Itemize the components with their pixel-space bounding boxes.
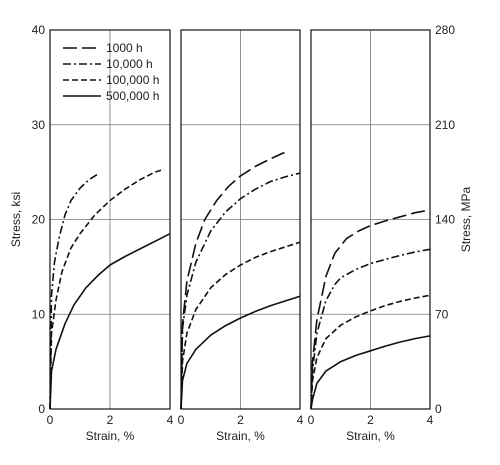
series-line-500-000-h bbox=[180, 295, 301, 410]
y-tick-label: 10 bbox=[32, 307, 46, 321]
x-tick-label: 4 bbox=[167, 413, 174, 427]
legend-label-500-000-h: 500,000 h bbox=[106, 89, 159, 103]
series-line-500-000-h bbox=[310, 335, 431, 410]
legend-label-100-000-h: 100,000 h bbox=[106, 73, 159, 87]
panel-2: 0 2 4 Strain, % bbox=[178, 29, 304, 443]
series-line-500-000-h bbox=[49, 232, 171, 410]
y-tick-label: 70 bbox=[435, 307, 449, 321]
x-tick-label: 4 bbox=[297, 413, 304, 427]
y-tick-label: 0 bbox=[435, 402, 442, 416]
y-tick-label: 30 bbox=[32, 118, 46, 132]
panel-1: 0 2 4 Strain, % 0 10 20 30 40 Stress, ksi bbox=[9, 23, 174, 443]
panel-3: 0 2 4 Strain, % 0 70 140 210 280 Stress, MPa bbox=[308, 23, 473, 443]
x-axis-label: Strain, % bbox=[216, 429, 265, 443]
plot-frame bbox=[310, 29, 431, 410]
x-tick-label: 4 bbox=[427, 413, 434, 427]
plot-frame bbox=[49, 29, 171, 410]
y-tick-label: 0 bbox=[38, 402, 45, 416]
x-axis-label: Strain, % bbox=[86, 429, 135, 443]
series-line-100-000-h bbox=[49, 168, 165, 410]
y-tick-label: 280 bbox=[435, 23, 455, 37]
series-line-1000-h bbox=[310, 209, 431, 410]
x-tick-label: 0 bbox=[47, 413, 54, 427]
y-axis-label: Stress, ksi bbox=[9, 192, 23, 247]
legend-label-1000-h: 1000 h bbox=[106, 41, 143, 55]
x-tick-label: 0 bbox=[308, 413, 315, 427]
y-tick-label: 20 bbox=[32, 213, 46, 227]
series-line-1000-h bbox=[180, 151, 286, 410]
series-line-10-000-h bbox=[49, 173, 99, 410]
y-tick-label: 40 bbox=[32, 23, 46, 37]
y-axis-label: Stress, MPa bbox=[459, 187, 473, 253]
x-tick-label: 2 bbox=[107, 413, 114, 427]
series-line-100-000-h bbox=[310, 294, 431, 410]
series-line-10-000-h bbox=[180, 172, 301, 410]
legend-label-10-000-h: 10,000 h bbox=[106, 57, 153, 71]
y-tick-label: 140 bbox=[435, 213, 455, 227]
plot-frame bbox=[180, 29, 301, 410]
y-tick-label: 210 bbox=[435, 118, 455, 132]
x-tick-label: 2 bbox=[237, 413, 244, 427]
legend: 1000 h 10,000 h 100,000 h 500,000 h bbox=[63, 41, 159, 103]
x-tick-label: 0 bbox=[178, 413, 185, 427]
x-axis-label: Strain, % bbox=[346, 429, 395, 443]
series-line-10-000-h bbox=[310, 248, 431, 410]
x-tick-label: 2 bbox=[367, 413, 374, 427]
series-line-100-000-h bbox=[180, 241, 301, 410]
